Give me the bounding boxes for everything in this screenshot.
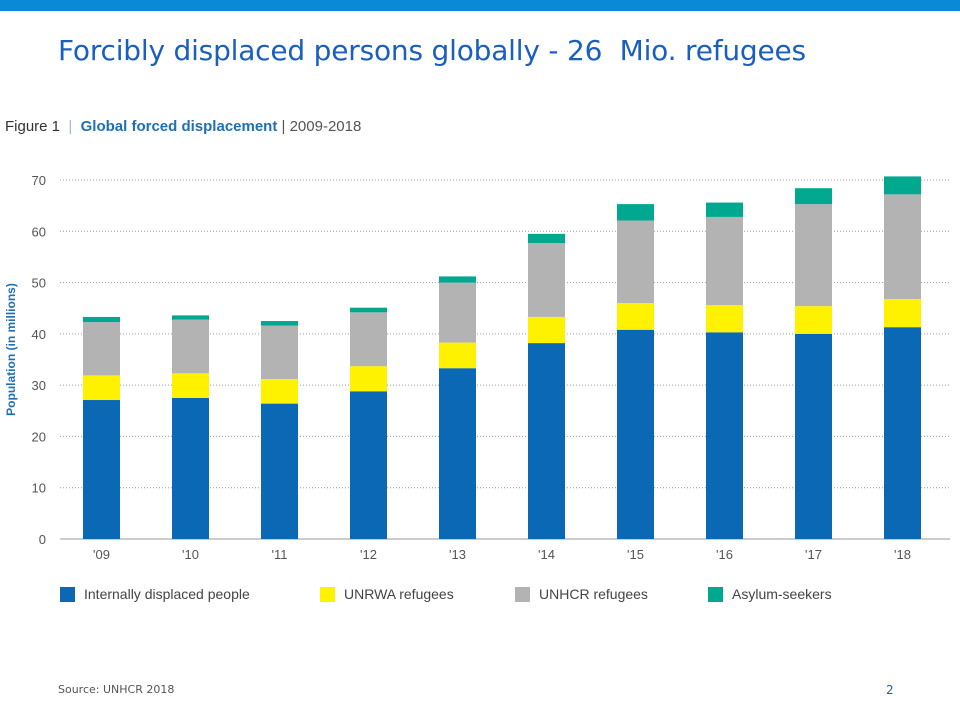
bar-segment (528, 243, 565, 317)
page-number: 2 (886, 683, 894, 697)
y-tick-label: 40 (32, 327, 46, 342)
bar-segment (617, 204, 654, 221)
bar-segment (528, 343, 565, 539)
x-tick-label: '15 (627, 547, 644, 562)
bar-segment (706, 216, 743, 306)
y-tick-label: 20 (32, 429, 46, 444)
y-tick-label: 30 (32, 378, 46, 393)
bar-segment (528, 316, 565, 344)
bar-segment (795, 204, 832, 307)
bar-segment (261, 325, 298, 379)
bar-segment (350, 312, 387, 367)
bar-segment (261, 378, 298, 404)
bar-segment (439, 342, 476, 369)
x-tick-label: '12 (360, 547, 377, 562)
slide-title: Forcibly displaced persons globally - 26… (58, 34, 806, 67)
bar-segment (83, 316, 120, 323)
figure-title: Global forced displacement (80, 118, 278, 135)
legend-label: UNHCR refugees (539, 586, 648, 602)
legend-swatch (320, 586, 335, 602)
bar-segment (439, 276, 476, 283)
figure-separator: | (68, 118, 73, 135)
bar-segment (884, 194, 921, 299)
bar-segment (172, 315, 209, 320)
stacked-bar-chart: Population (in millions) 0 10 20 30 40 50 60 70 '… (4, 173, 950, 562)
bar-segment (528, 233, 565, 244)
x-tick-label: '13 (449, 547, 466, 562)
y-tick-label: 50 (32, 276, 46, 291)
bar-segment (172, 397, 209, 539)
legend-item: Asylum-seekers (708, 585, 832, 603)
bar-segment (439, 368, 476, 539)
bar-segment (172, 319, 209, 374)
x-tick-label: '17 (805, 547, 822, 562)
y-tick-label: 70 (32, 173, 46, 188)
bar-segment (261, 403, 298, 539)
x-tick-label: '18 (894, 547, 911, 562)
bar-segment (439, 282, 476, 343)
legend-label: Internally displaced people (84, 586, 250, 602)
bar-segment (617, 329, 654, 539)
figure-years: | 2009-2018 (281, 118, 362, 135)
bar-segment (795, 333, 832, 539)
legend-item: Internally displaced people (60, 585, 250, 603)
x-tick-label: '16 (716, 547, 733, 562)
bar-segment (706, 202, 743, 217)
chart-legend: Internally displaced people UNRWA refugee… (60, 585, 940, 607)
y-tick-label: 10 (32, 481, 46, 496)
top-accent-bar (0, 0, 960, 11)
x-tick-label: '11 (272, 547, 288, 562)
bar-segment (617, 303, 654, 330)
bar-segment (617, 220, 654, 304)
bar-segment (795, 306, 832, 334)
bar-segment (795, 188, 832, 205)
figure-label: Figure 1 (5, 118, 61, 135)
x-tick-label: '09 (93, 547, 110, 562)
legend-item: UNHCR refugees (515, 585, 648, 603)
bar-segment (83, 375, 120, 401)
figure-caption: Figure 1 | Global forced displacement | … (5, 118, 361, 135)
y-axis-label: Population (in millions) (4, 283, 18, 416)
legend-swatch (60, 586, 75, 602)
bar-segment (884, 327, 921, 539)
legend-label: UNRWA refugees (344, 586, 454, 602)
bar-segment (350, 391, 387, 539)
bar-segment (83, 322, 120, 376)
bar-segment (706, 305, 743, 333)
bar-segment (83, 400, 120, 539)
legend-swatch (515, 586, 530, 602)
bar-segment (172, 373, 209, 398)
bar-segment (884, 176, 921, 195)
bar-segment (350, 366, 387, 392)
y-tick-label: 0 (39, 532, 46, 547)
bar-segment (706, 332, 743, 539)
bar-segment (350, 307, 387, 313)
bar-segment (884, 298, 921, 328)
x-tick-label: '14 (538, 547, 555, 562)
y-tick-label: 60 (32, 224, 46, 239)
x-tick-label: '10 (182, 547, 199, 562)
legend-item: UNRWA refugees (320, 585, 454, 603)
source-note: Source: UNHCR 2018 (58, 683, 175, 696)
legend-label: Asylum-seekers (732, 586, 832, 602)
legend-swatch (708, 586, 723, 602)
bar-segment (261, 321, 298, 326)
